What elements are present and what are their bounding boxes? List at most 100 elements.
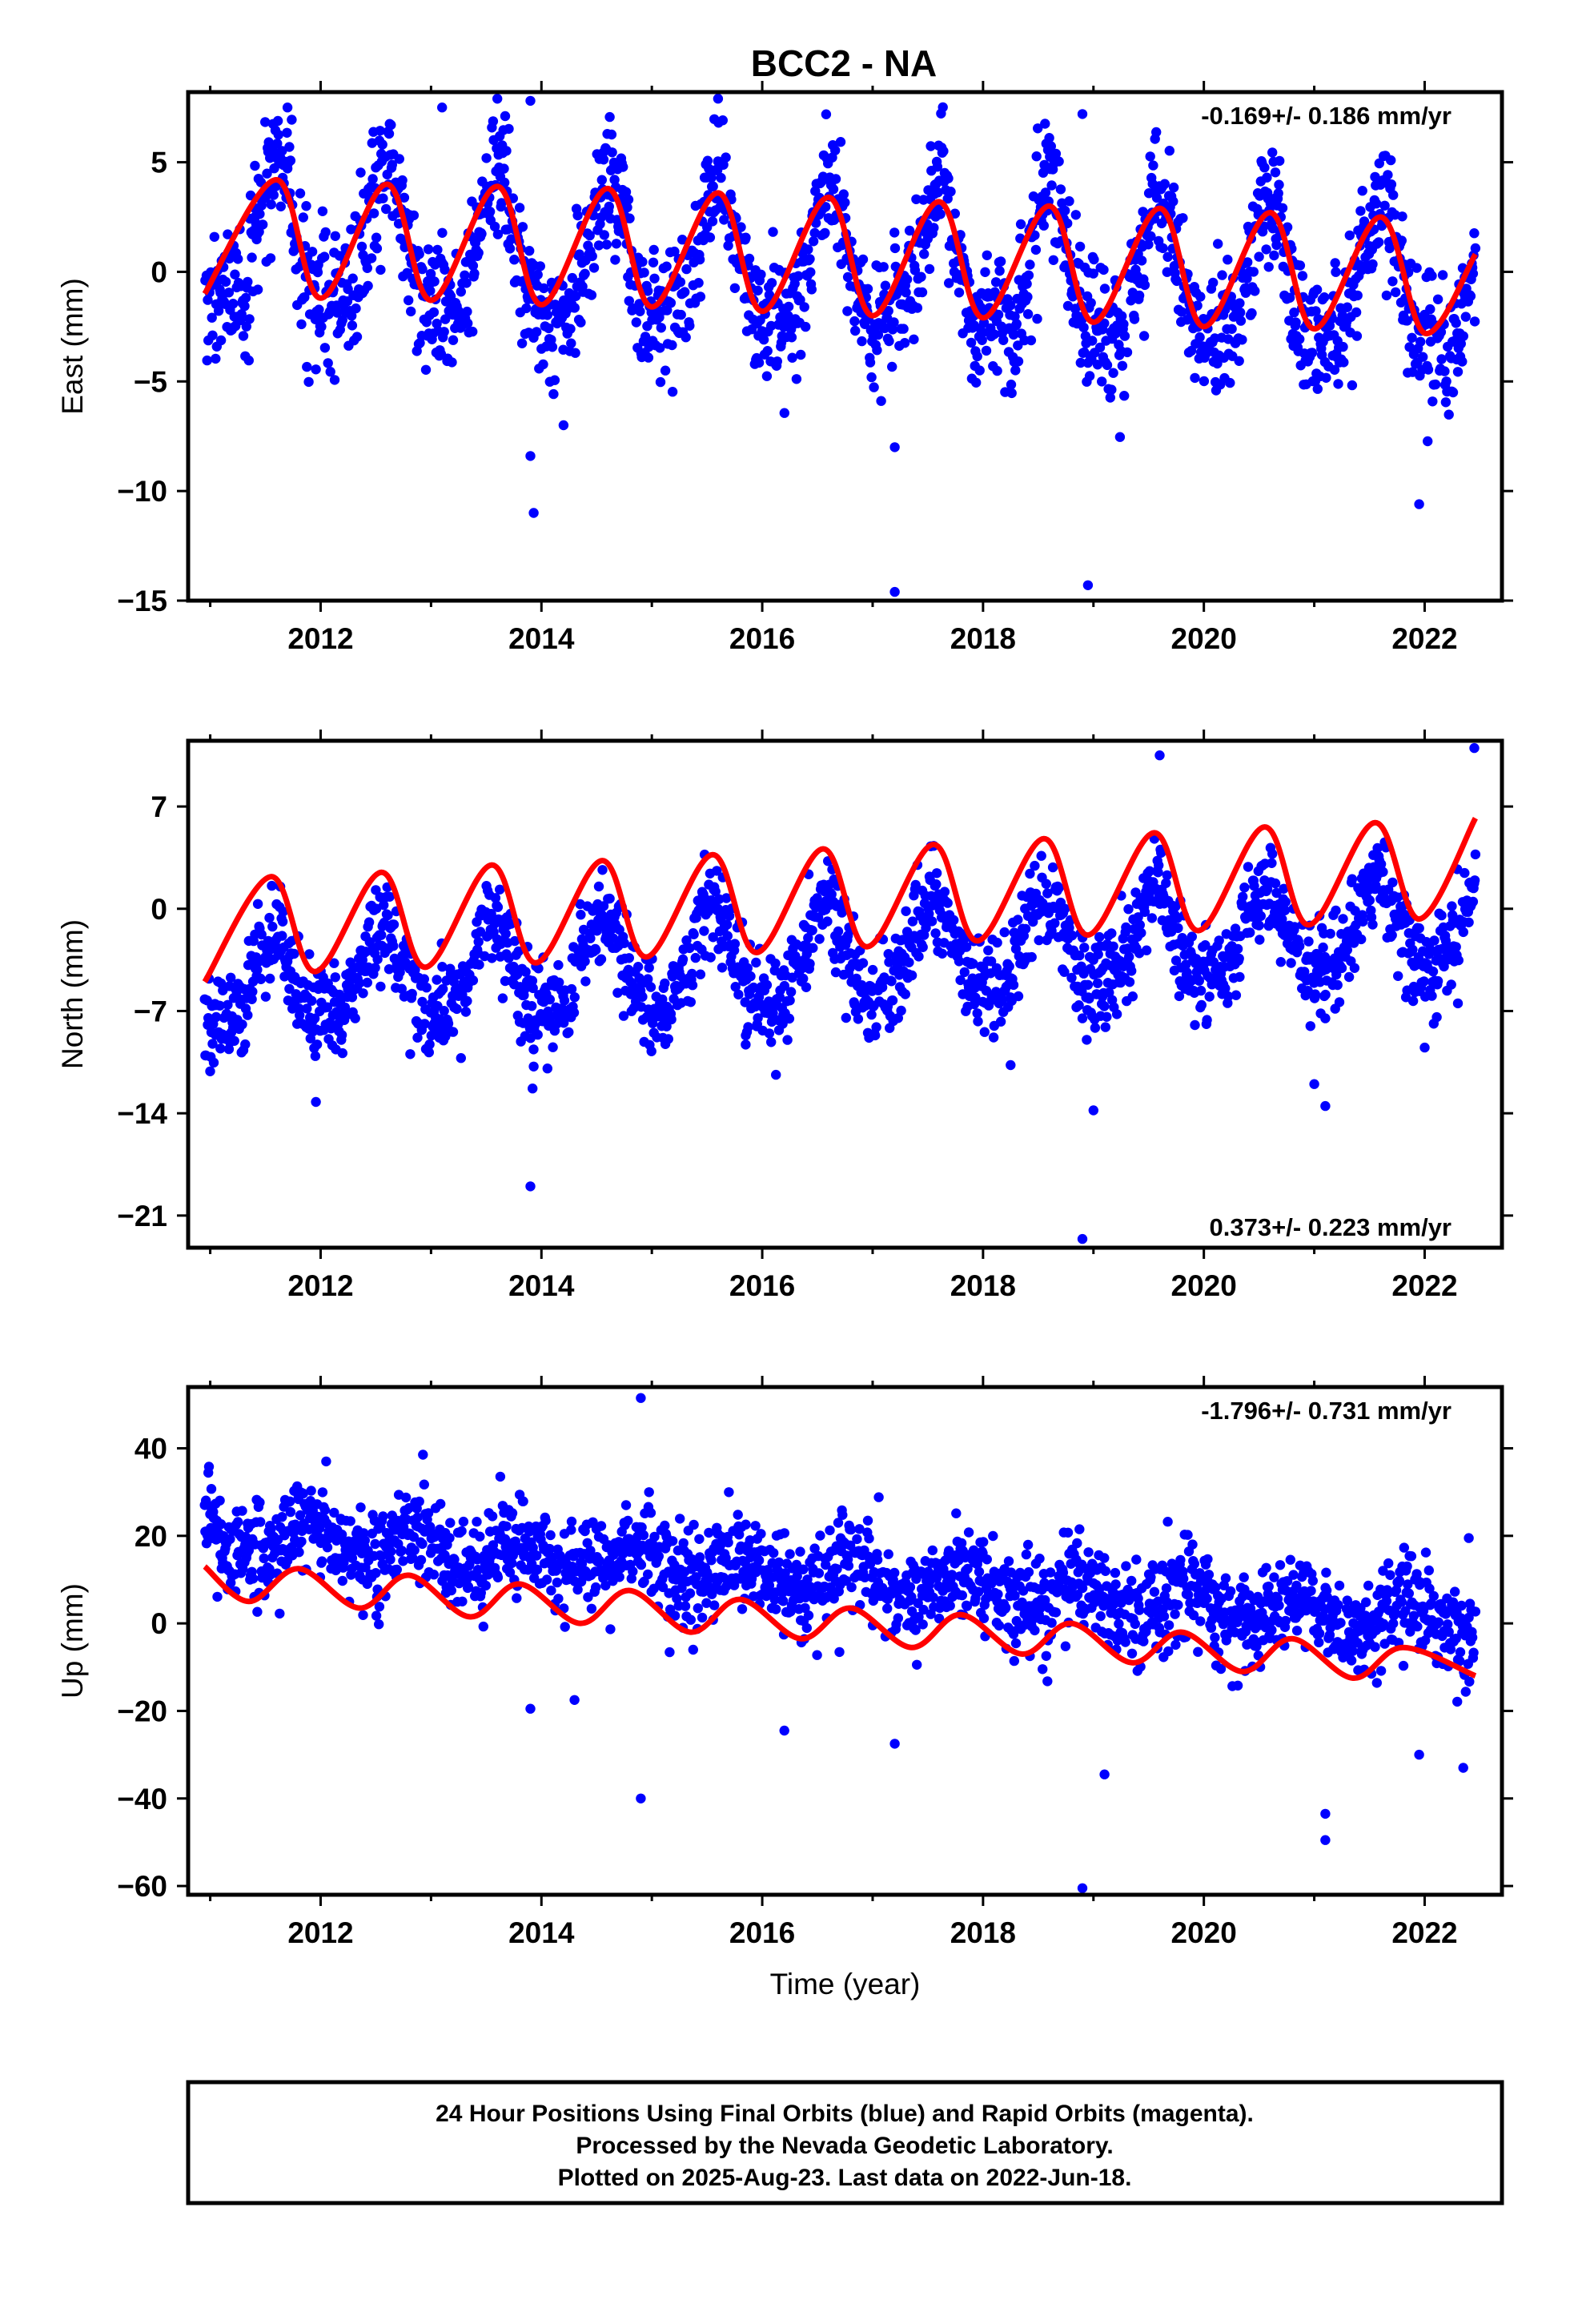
data-point bbox=[593, 240, 604, 251]
data-point bbox=[677, 235, 688, 245]
data-point bbox=[798, 973, 809, 984]
data-point bbox=[1106, 384, 1117, 395]
data-point bbox=[694, 1534, 705, 1545]
data-point bbox=[509, 935, 520, 947]
data-point bbox=[1173, 923, 1183, 934]
data-point bbox=[320, 227, 331, 238]
data-point bbox=[901, 906, 911, 917]
data-point bbox=[593, 881, 604, 892]
data-point bbox=[901, 287, 911, 298]
data-point bbox=[1227, 324, 1237, 334]
data-point bbox=[986, 956, 997, 967]
data-point bbox=[1074, 950, 1085, 961]
data-point bbox=[1117, 360, 1128, 371]
data-point bbox=[1087, 336, 1098, 346]
data-point bbox=[704, 1527, 714, 1538]
data-point bbox=[1351, 307, 1362, 318]
data-point bbox=[1427, 966, 1439, 977]
data-point bbox=[648, 257, 659, 267]
data-point bbox=[560, 1622, 570, 1632]
data-point bbox=[1267, 147, 1278, 158]
data-point bbox=[1404, 342, 1415, 352]
data-point bbox=[636, 1559, 647, 1570]
data-point bbox=[255, 1497, 265, 1508]
data-point bbox=[884, 957, 894, 967]
data-point bbox=[570, 348, 580, 358]
data-point bbox=[356, 241, 367, 252]
data-point bbox=[924, 908, 934, 919]
data-point bbox=[375, 126, 385, 136]
data-point bbox=[588, 263, 600, 273]
data-point bbox=[809, 1543, 820, 1554]
data-point bbox=[1243, 257, 1253, 267]
panel-north: 2012 2014 2016 2018 2020 202270−7−14−21North … bbox=[56, 730, 1513, 1302]
data-point bbox=[1254, 251, 1264, 262]
x-tick-label: 2012 bbox=[287, 1269, 353, 1302]
data-point bbox=[660, 365, 671, 376]
data-point bbox=[378, 1511, 388, 1522]
data-point bbox=[710, 887, 721, 897]
data-point bbox=[1208, 277, 1219, 288]
data-point bbox=[207, 1039, 218, 1049]
y-axis-label: North (mm) bbox=[56, 919, 89, 1069]
data-point bbox=[424, 1047, 434, 1058]
data-point bbox=[473, 247, 484, 258]
data-point bbox=[1088, 268, 1098, 279]
data-point bbox=[1212, 358, 1223, 369]
data-point bbox=[699, 926, 709, 936]
data-point bbox=[355, 1502, 366, 1513]
data-point bbox=[766, 320, 777, 332]
data-point bbox=[1407, 944, 1418, 955]
data-point bbox=[850, 325, 861, 336]
data-point bbox=[342, 296, 353, 307]
data-point bbox=[999, 927, 1010, 938]
data-point bbox=[810, 218, 821, 228]
data-point bbox=[371, 232, 382, 243]
data-point bbox=[1041, 879, 1052, 889]
data-point bbox=[215, 335, 227, 346]
data-point bbox=[282, 127, 292, 138]
data-point bbox=[330, 231, 340, 241]
data-point bbox=[1318, 942, 1328, 953]
data-point bbox=[992, 365, 1002, 376]
data-point bbox=[1379, 200, 1390, 211]
data-point bbox=[1437, 270, 1448, 280]
data-point bbox=[1295, 334, 1305, 344]
data-point bbox=[702, 155, 713, 166]
data-point bbox=[1106, 928, 1117, 939]
data-point bbox=[243, 355, 254, 366]
data-point bbox=[620, 187, 632, 197]
data-point bbox=[604, 111, 615, 123]
data-point bbox=[1094, 931, 1105, 943]
data-point bbox=[508, 961, 519, 972]
data-point bbox=[1402, 316, 1412, 326]
data-point bbox=[1374, 158, 1385, 169]
data-point bbox=[753, 1013, 763, 1023]
data-point bbox=[323, 358, 333, 368]
data-point bbox=[1118, 319, 1129, 329]
data-point bbox=[500, 1534, 511, 1545]
data-point bbox=[943, 173, 954, 183]
data-point bbox=[1446, 979, 1456, 990]
data-point bbox=[729, 283, 741, 293]
data-point bbox=[277, 146, 287, 156]
data-point bbox=[1267, 858, 1277, 869]
data-point bbox=[734, 1530, 745, 1540]
data-point bbox=[1006, 300, 1016, 311]
data-point bbox=[420, 1019, 430, 1029]
data-point bbox=[487, 1511, 498, 1522]
data-point bbox=[779, 408, 789, 418]
data-point bbox=[886, 976, 897, 987]
data-point bbox=[336, 1530, 347, 1540]
data-point bbox=[1367, 259, 1378, 270]
data-point bbox=[1451, 942, 1461, 952]
data-point bbox=[384, 891, 395, 903]
data-point bbox=[896, 1005, 906, 1016]
data-point bbox=[1064, 196, 1074, 207]
data-point bbox=[1234, 953, 1244, 964]
data-point bbox=[660, 978, 670, 989]
data-point bbox=[1023, 270, 1034, 280]
data-point bbox=[1199, 376, 1210, 387]
data-point bbox=[408, 1553, 418, 1563]
data-point bbox=[252, 899, 263, 910]
